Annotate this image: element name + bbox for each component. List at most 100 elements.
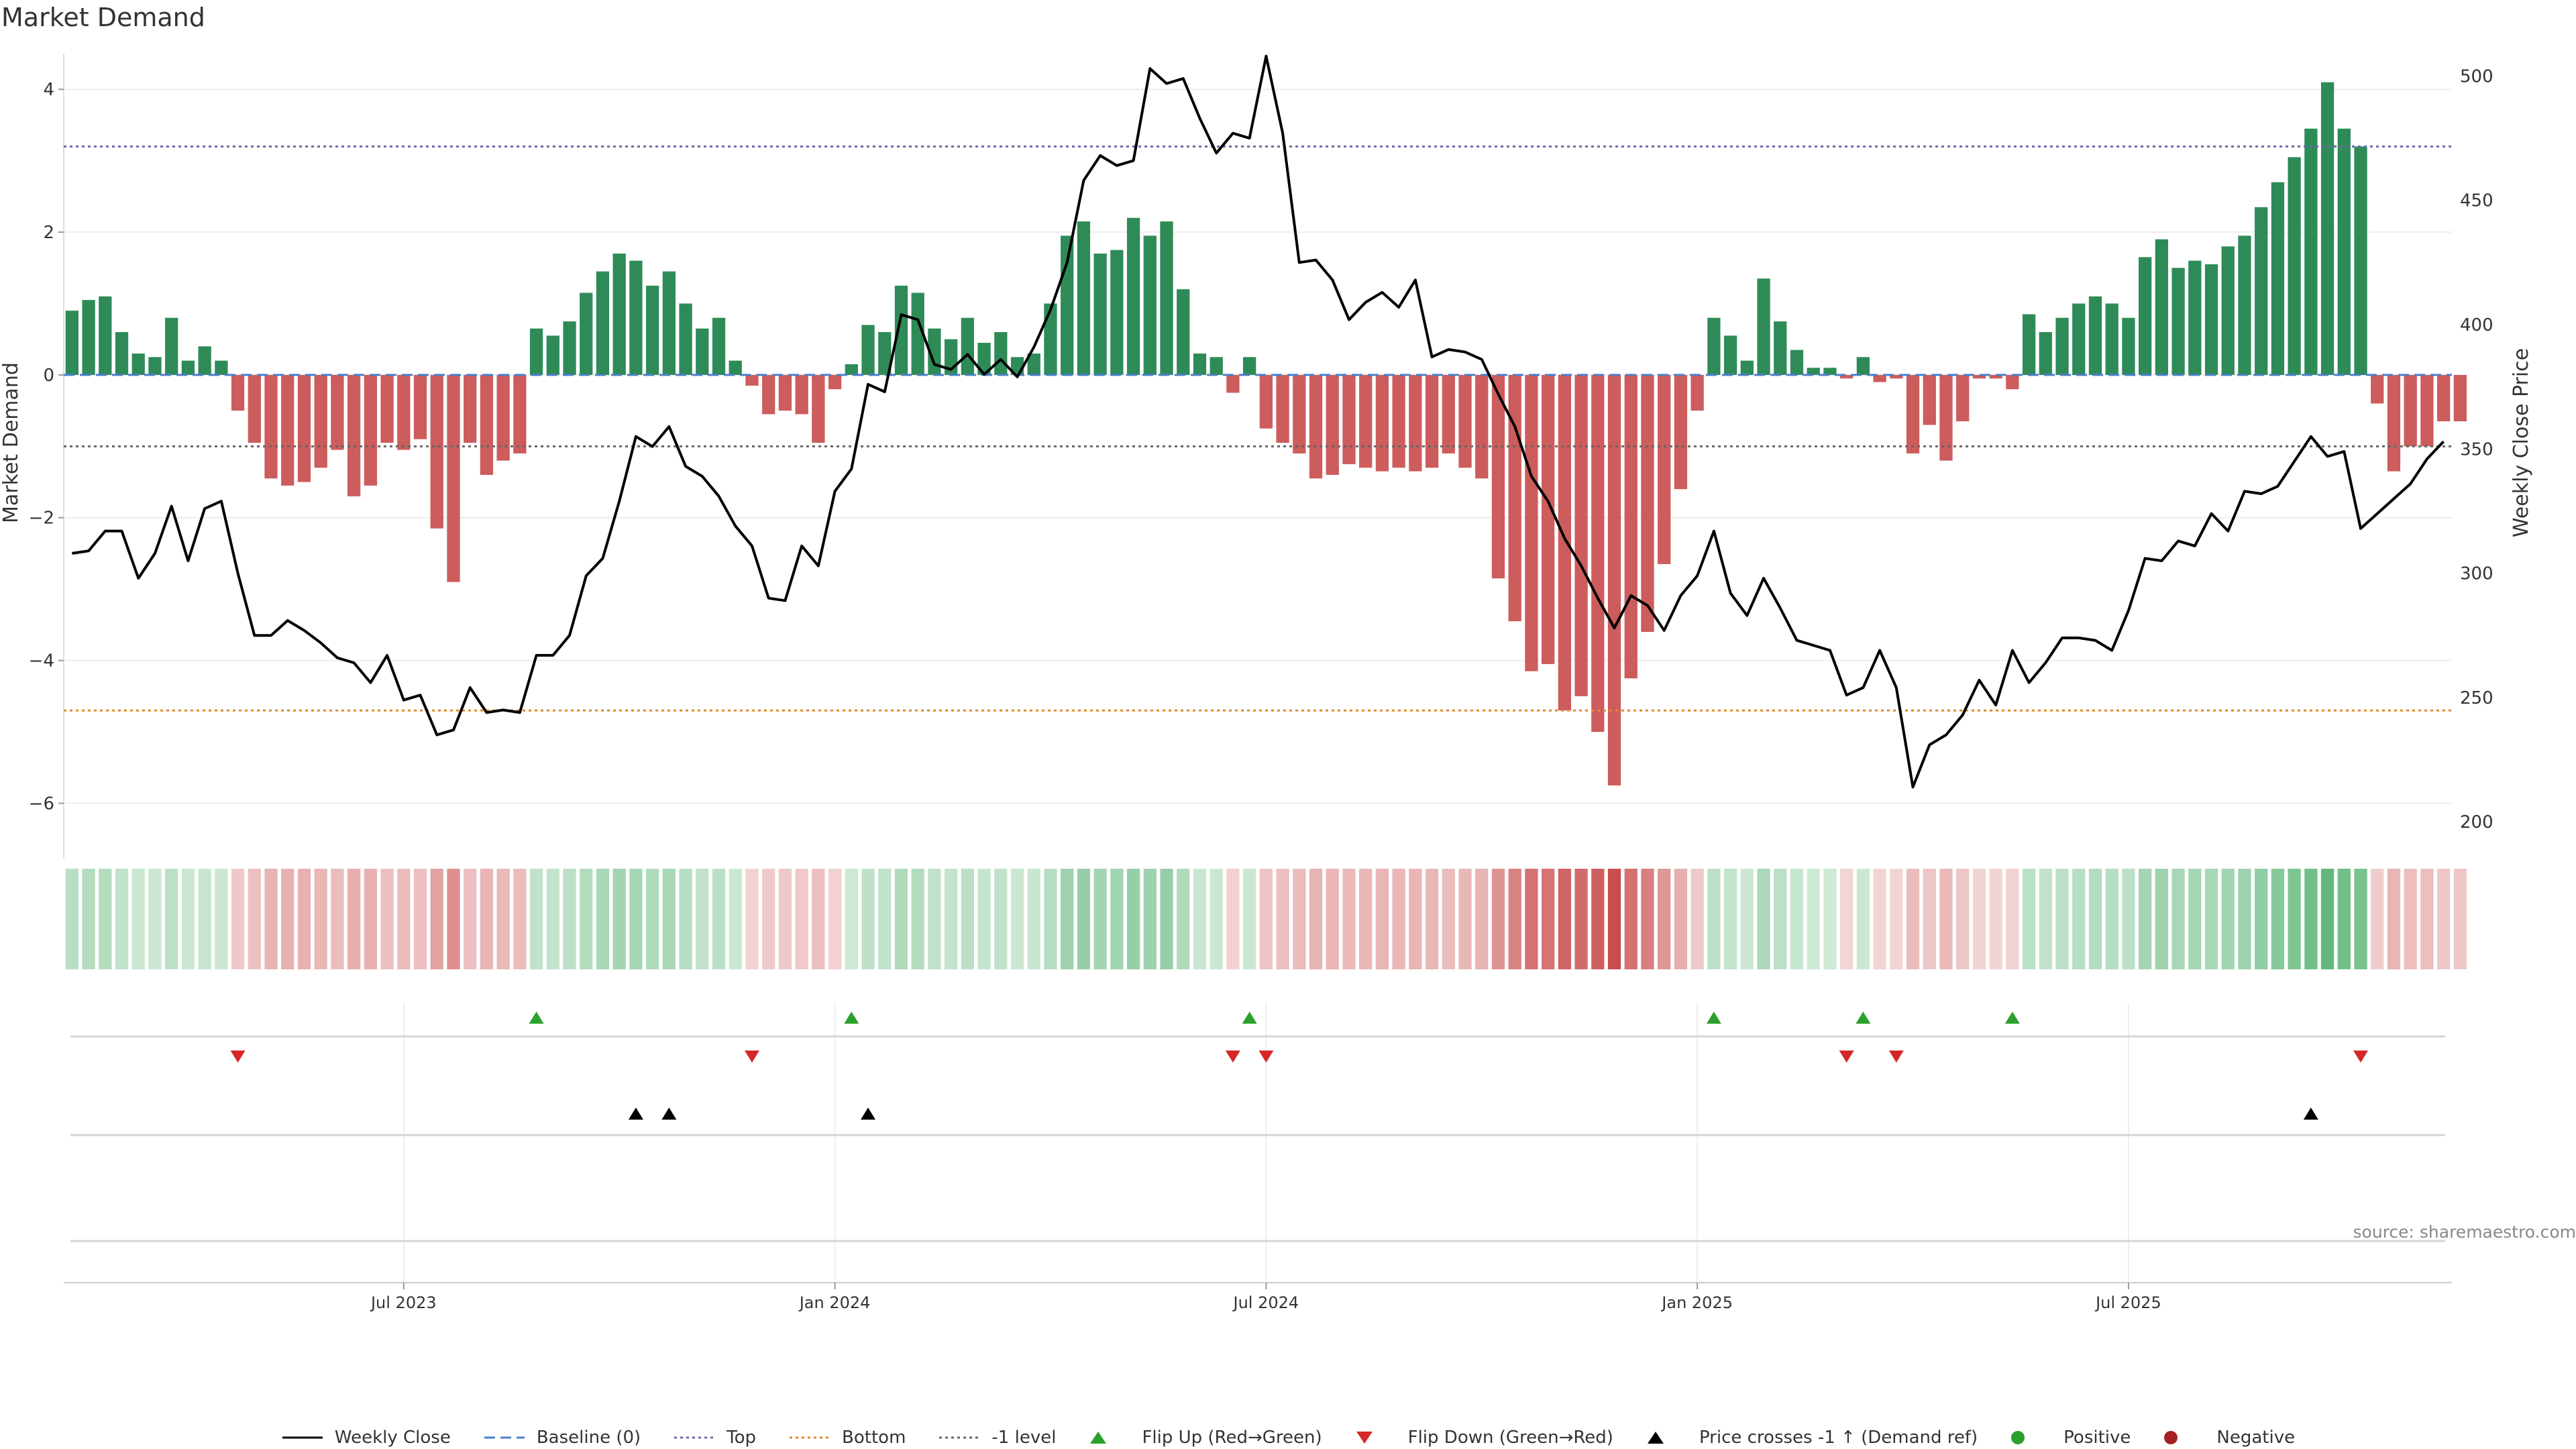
legend: Weekly Close Baseline (0) Top Bottom -1 … bbox=[0, 1428, 2576, 1448]
demand-bar bbox=[2436, 374, 2451, 422]
demand-bar bbox=[1077, 221, 1091, 375]
demand-bar bbox=[2204, 264, 2218, 375]
heat-cell bbox=[977, 869, 991, 969]
heat-cell bbox=[1193, 869, 1207, 969]
heat-cell bbox=[2221, 869, 2235, 969]
heat-cell bbox=[745, 869, 759, 969]
heat-cell bbox=[778, 869, 792, 969]
demand-bar bbox=[1740, 360, 1754, 375]
heat-cell bbox=[596, 869, 610, 969]
heat-cell bbox=[2404, 869, 2417, 969]
y-tick-label: −4 bbox=[29, 651, 54, 672]
heat-cell bbox=[1525, 869, 1538, 969]
flip-down-marker bbox=[1225, 1051, 1240, 1063]
y2-tick-label: 500 bbox=[2460, 66, 2493, 87]
heat-cell bbox=[1839, 869, 1854, 969]
heat-cell bbox=[2204, 869, 2218, 969]
heat-cell bbox=[1242, 869, 1256, 969]
heat-cell bbox=[2171, 869, 2185, 969]
heat-cell bbox=[2320, 869, 2334, 969]
heat-cell bbox=[2354, 869, 2367, 969]
heat-cell bbox=[1823, 869, 1837, 969]
heat-cell bbox=[165, 869, 178, 969]
legend-item-top: Top bbox=[673, 1428, 756, 1448]
demand-bar bbox=[430, 374, 443, 529]
heat-cell bbox=[464, 869, 477, 969]
demand-bar bbox=[1276, 374, 1289, 443]
demand-bar bbox=[2320, 82, 2334, 375]
flip-down-marker bbox=[1258, 1051, 1274, 1063]
triangle-up-icon bbox=[1647, 1432, 1664, 1444]
dotted-line-icon bbox=[674, 1436, 715, 1439]
heat-cell bbox=[281, 869, 294, 969]
demand-bar bbox=[1093, 253, 1107, 375]
legend-label: Baseline (0) bbox=[536, 1428, 641, 1448]
heat-cell bbox=[1807, 869, 1820, 969]
demand-bar bbox=[364, 374, 378, 486]
heat-cell bbox=[181, 869, 195, 969]
demand-bar bbox=[845, 364, 858, 375]
heat-cell bbox=[1293, 869, 1306, 969]
demand-bar bbox=[82, 300, 95, 375]
legend-label: Weekly Close bbox=[334, 1428, 451, 1448]
heat-cell bbox=[2055, 869, 2069, 969]
demand-bar bbox=[2055, 317, 2069, 375]
demand-bar bbox=[745, 374, 759, 386]
demand-bar bbox=[1409, 374, 1422, 472]
line-symbol-icon bbox=[282, 1436, 323, 1439]
demand-bar bbox=[1541, 374, 1555, 664]
heat-cell bbox=[629, 869, 643, 969]
heat-cell bbox=[198, 869, 211, 969]
heat-cell bbox=[1641, 869, 1654, 969]
demand-heatstrip bbox=[65, 869, 2467, 969]
heat-cell bbox=[2420, 869, 2434, 969]
source-label: source: sharemaestro.com bbox=[2353, 1222, 2576, 1242]
demand-bar bbox=[546, 335, 559, 375]
flip-down-marker bbox=[744, 1051, 759, 1063]
x-tick-label: Jan 2024 bbox=[798, 1293, 871, 1312]
demand-bar bbox=[596, 271, 610, 375]
price-cross-marker bbox=[628, 1108, 643, 1120]
demand-bar bbox=[1591, 374, 1605, 733]
demand-bar bbox=[1160, 221, 1173, 375]
heat-cell bbox=[1259, 869, 1273, 969]
heat-cell bbox=[1375, 869, 1389, 969]
demand-bar bbox=[464, 374, 477, 443]
demand-bar bbox=[1890, 374, 1903, 379]
triangle-up-icon bbox=[1090, 1432, 1107, 1444]
heat-cell bbox=[314, 869, 327, 969]
legend-item-negative: Negative bbox=[2163, 1428, 2295, 1448]
x-tick-label: Jul 2024 bbox=[1232, 1293, 1299, 1312]
demand-bar bbox=[2155, 239, 2169, 375]
demand-bar bbox=[1425, 374, 1439, 468]
heat-cell bbox=[99, 869, 112, 969]
flip-down-marker bbox=[230, 1051, 246, 1063]
demand-bar bbox=[861, 325, 875, 375]
legend-item-baseline: Baseline (0) bbox=[483, 1428, 641, 1448]
heat-cell bbox=[612, 869, 626, 969]
demand-bar bbox=[1126, 217, 1140, 375]
heat-cell bbox=[762, 869, 775, 969]
demand-bar bbox=[828, 374, 842, 390]
heat-cell bbox=[2238, 869, 2251, 969]
heat-cell bbox=[2453, 869, 2467, 969]
legend-label: Price crosses -1 ↑ (Demand ref) bbox=[1699, 1428, 1978, 1448]
demand-bar bbox=[2387, 374, 2401, 472]
demand-bar bbox=[1972, 374, 1986, 379]
demand-bar bbox=[347, 374, 361, 496]
heat-cell bbox=[1658, 869, 1671, 969]
demand-bar bbox=[529, 328, 543, 375]
demand-bar bbox=[1442, 374, 1455, 453]
heat-cell bbox=[1342, 869, 1356, 969]
heat-cell bbox=[2088, 869, 2102, 969]
heat-cell bbox=[1923, 869, 1936, 969]
heat-cell bbox=[1873, 869, 1886, 969]
heat-cell bbox=[894, 869, 908, 969]
heat-cell bbox=[2138, 869, 2152, 969]
demand-bar bbox=[1790, 350, 1804, 375]
heat-cell bbox=[662, 869, 676, 969]
heat-cell bbox=[1475, 869, 1489, 969]
heat-cell bbox=[2155, 869, 2169, 969]
demand-bar bbox=[612, 253, 626, 375]
